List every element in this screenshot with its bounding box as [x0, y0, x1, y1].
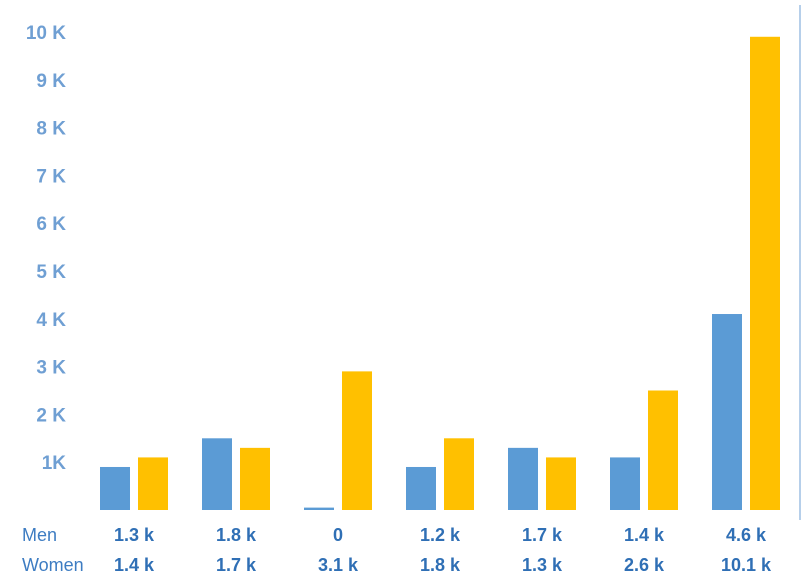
y-axis: 1K 2 K 3 K 4 K 5 K 6 K 7 K 8 K 9 K 10 K: [26, 23, 66, 474]
y-tick-label: 8 K: [36, 119, 66, 140]
data-label-women-5: 1.3 k: [522, 555, 563, 575]
y-tick-label: 2 K: [36, 405, 66, 426]
y-tick-label: 10 K: [26, 23, 66, 44]
data-label-men-5: 1.7 k: [522, 525, 563, 545]
row-label-women: Women: [22, 555, 84, 575]
data-label-men-3: 0: [333, 525, 343, 545]
bar-men-6: [610, 457, 640, 510]
data-label-men-4: 1.2 k: [420, 525, 461, 545]
bar-women-3: [342, 371, 372, 510]
bar-women-4: [444, 438, 474, 510]
data-label-women-2: 1.7 k: [216, 555, 257, 575]
bar-men-3: [304, 507, 334, 510]
data-label-men-6: 1.4 k: [624, 525, 665, 545]
bar-women-5: [546, 457, 576, 510]
y-tick-label: 5 K: [36, 262, 66, 283]
data-label-women-6: 2.6 k: [624, 555, 665, 575]
y-tick-label: 3 K: [36, 358, 66, 379]
data-label-women-3: 3.1 k: [318, 555, 359, 575]
bar-men-1: [100, 466, 130, 510]
y-tick-label: 4 K: [36, 310, 66, 331]
value-table: Men 1.3 k 1.8 k 0 1.2 k 1.7 k 1.4 k 4.6 k Women 1…: [22, 525, 772, 575]
data-label-men-7: 4.6 k: [726, 525, 767, 545]
y-tick-label: 1K: [42, 453, 67, 474]
y-tick-label: 7 K: [36, 166, 66, 187]
y-tick-label: 9 K: [36, 71, 66, 92]
bar-women-2: [240, 447, 270, 510]
y-tick-label: 6 K: [36, 214, 66, 235]
data-label-women-7: 10.1 k: [721, 555, 772, 575]
row-label-men: Men: [22, 525, 57, 545]
bar-women-1: [138, 457, 168, 510]
data-label-men-1: 1.3 k: [114, 525, 155, 545]
bar-women-7: [750, 36, 780, 510]
bar-men-7: [712, 314, 742, 510]
data-label-women-1: 1.4 k: [114, 555, 155, 575]
bar-men-4: [406, 466, 436, 510]
bars: [100, 36, 780, 510]
data-label-men-2: 1.8 k: [216, 525, 257, 545]
bar-women-6: [648, 390, 678, 510]
bar-men-5: [508, 447, 538, 510]
data-label-women-4: 1.8 k: [420, 555, 461, 575]
bar-men-2: [202, 438, 232, 510]
